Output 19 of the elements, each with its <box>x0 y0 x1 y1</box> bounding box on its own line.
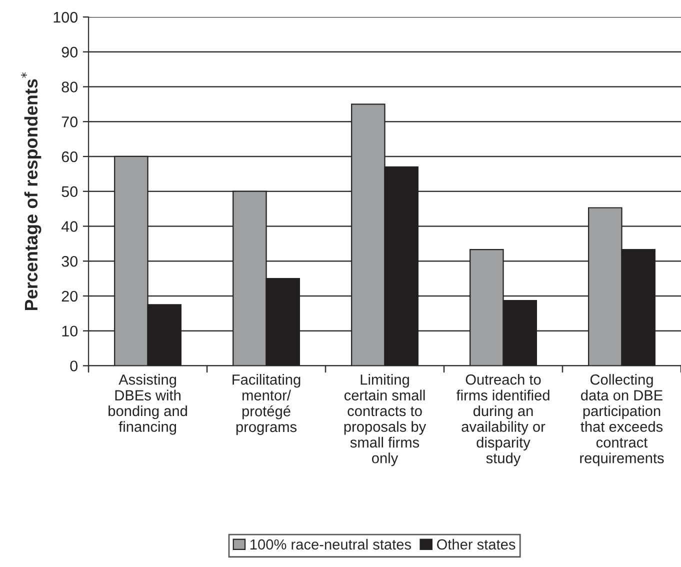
y-tick-label: 50 <box>62 186 78 198</box>
y-tick-label: 70 <box>62 116 78 128</box>
legend-label: 100% race-neutral states <box>250 538 412 550</box>
x-tick-label: Collecting data on DBE participation that exceeds contract requirements <box>580 374 664 466</box>
y-tick-label: 10 <box>62 326 78 337</box>
y-axis-title: Percentage of respondents$^{*}$ <box>21 72 42 310</box>
x-tick-label: Facilitating mentor/ protégé programs <box>232 374 300 435</box>
y-tick-label: 90 <box>62 46 78 58</box>
y-tick-label: 40 <box>61 221 78 232</box>
x-tick-label: Limiting certain small contracts to proposals by small firms only <box>344 374 426 466</box>
y-tick-label: 30 <box>62 256 78 267</box>
y-tick-label: 0 <box>70 360 78 372</box>
y-tick-label: 100 <box>54 12 78 23</box>
y-tick-label: 80 <box>62 82 78 92</box>
x-tick-label: Outreach to firms identified during an availability or disparity study <box>456 374 550 466</box>
y-tick-label: 20 <box>62 290 78 302</box>
x-tick-label: Assisting DBEs with bonding and financing <box>108 374 187 435</box>
legend-label: Other states <box>437 538 516 550</box>
y-tick-label: 60 <box>62 151 78 162</box>
